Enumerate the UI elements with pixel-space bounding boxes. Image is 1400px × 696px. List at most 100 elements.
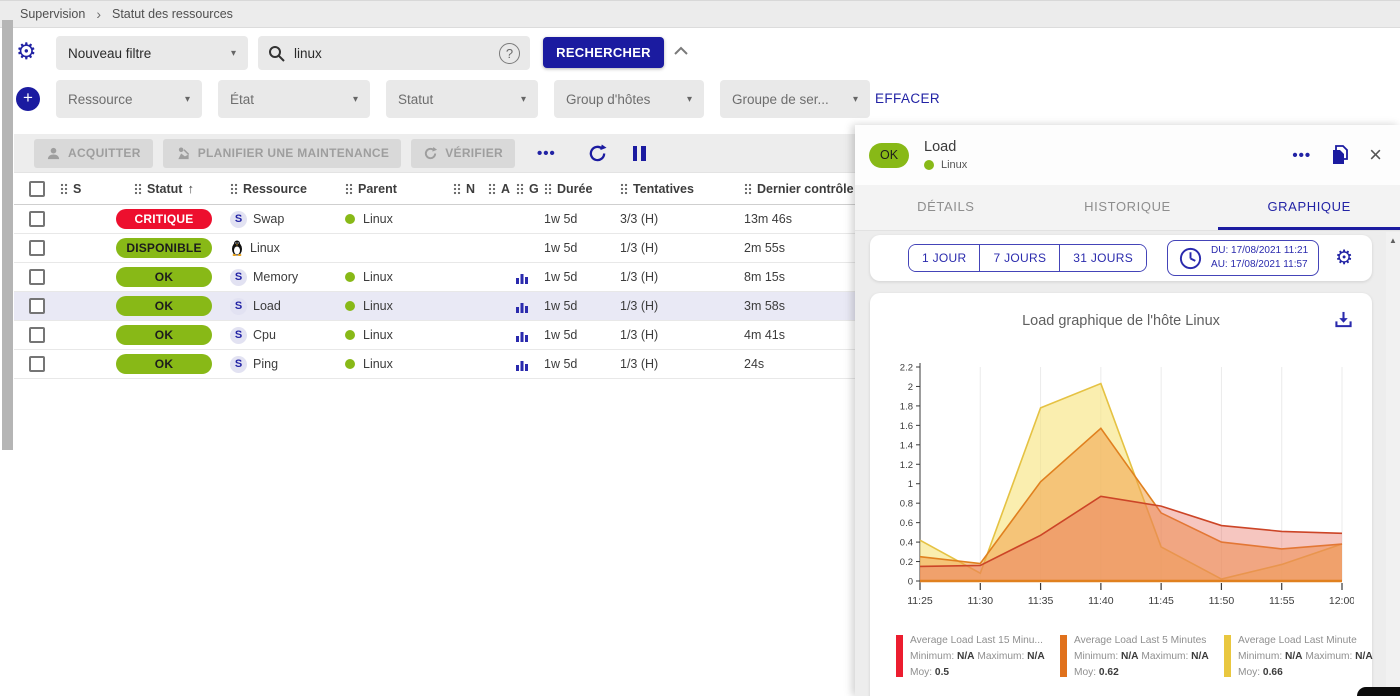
svg-text:11:35: 11:35 xyxy=(1028,595,1054,607)
column-header-parent[interactable]: Parent xyxy=(335,182,447,196)
criteria-select-3[interactable]: Group d'hôtes ▾ xyxy=(554,80,704,118)
resource-name[interactable]: Linux xyxy=(250,241,280,255)
refresh-icon[interactable] xyxy=(588,143,607,163)
parent-name[interactable]: Linux xyxy=(363,299,393,313)
parent-name[interactable]: Linux xyxy=(363,270,393,284)
resource-details-panel: OK Load Linux ••• × DÉTAILS HISTORI xyxy=(855,125,1400,696)
column-header-g[interactable]: G xyxy=(510,182,538,196)
graph-settings-gear-icon[interactable]: ⚙ xyxy=(1335,247,1354,269)
search-box[interactable]: ? xyxy=(258,36,530,70)
legend-item-0[interactable]: Average Load Last 15 Minu... Minimum: N/A… xyxy=(896,633,1054,680)
search-button[interactable]: RECHERCHER xyxy=(543,37,664,68)
panel-scrollbar[interactable]: ▲ xyxy=(1386,232,1400,696)
parent-name[interactable]: Linux xyxy=(363,328,393,342)
chart-legend: Average Load Last 15 Minu... Minimum: N/A… xyxy=(896,633,1382,680)
resource-name[interactable]: Memory xyxy=(253,270,299,284)
last-check-value: 2m 55s xyxy=(744,241,785,255)
select-all-checkbox[interactable] xyxy=(14,180,54,197)
sort-asc-icon: ↑ xyxy=(187,181,194,196)
column-header-ressource[interactable]: Ressource xyxy=(220,182,335,196)
tries-value: 1/3 (H) xyxy=(620,299,659,313)
table-row-cpu[interactable]: OK S Cpu Linux 1w 5d 1/3 (H) 4m 41s xyxy=(14,321,855,350)
tab-détails[interactable]: DÉTAILS xyxy=(917,198,975,214)
row-checkbox[interactable] xyxy=(29,327,45,343)
time-range-button-1-jour[interactable]: 1 JOUR xyxy=(909,245,980,271)
scroll-up-arrow-icon[interactable]: ▲ xyxy=(1389,236,1397,245)
row-checkbox[interactable] xyxy=(29,298,45,314)
duration-value: 1w 5d xyxy=(544,299,578,313)
criteria-select-1[interactable]: État ▾ xyxy=(218,80,370,118)
acknowledge-button[interactable]: ACQUITTER xyxy=(34,138,153,168)
svg-text:1.4: 1.4 xyxy=(900,440,913,451)
copy-link-icon[interactable] xyxy=(1331,145,1349,165)
breadcrumb-item-supervision[interactable]: Supervision xyxy=(20,7,86,21)
load-area-chart[interactable]: 0 0.2 0.4 0.6 0.8 1 1.2 1.4 1.6 1.8 2 2.2 11:25 11:30… xyxy=(884,359,1354,611)
resource-name[interactable]: Swap xyxy=(253,212,285,226)
duration-value: 1w 5d xyxy=(544,212,578,226)
parent-name[interactable]: Linux xyxy=(363,212,393,226)
column-header-statut[interactable]: Statut ↑ xyxy=(102,181,220,196)
drag-handle-icon[interactable] xyxy=(453,182,461,195)
row-checkbox[interactable] xyxy=(29,211,45,227)
drag-handle-icon[interactable] xyxy=(345,182,353,195)
drag-handle-icon[interactable] xyxy=(620,182,628,195)
row-checkbox[interactable] xyxy=(29,269,45,285)
legend-item-1[interactable]: Average Load Last 5 Minutes Minimum: N/A … xyxy=(1060,633,1218,680)
criteria-select-0[interactable]: Ressource ▾ xyxy=(56,80,202,118)
svg-text:11:40: 11:40 xyxy=(1088,595,1114,607)
drag-handle-icon[interactable] xyxy=(230,182,238,195)
drag-handle-icon[interactable] xyxy=(544,182,552,195)
column-header-tentatives[interactable]: Tentatives xyxy=(614,182,738,196)
resource-name[interactable]: Cpu xyxy=(253,328,276,342)
search-input[interactable] xyxy=(294,45,490,61)
custom-time-period-button[interactable]: DU: 17/08/2021 11:21 AU: 17/08/2021 11:5… xyxy=(1167,240,1320,276)
time-range-button-7-jours[interactable]: 7 JOURS xyxy=(979,245,1060,271)
host-status-dot xyxy=(924,160,934,170)
clear-filters-button[interactable]: EFFACER xyxy=(875,91,941,106)
more-actions-icon[interactable]: ••• xyxy=(536,144,556,162)
panel-more-actions-icon[interactable]: ••• xyxy=(1292,146,1312,164)
column-header-s[interactable]: S xyxy=(54,182,102,196)
time-range-button-31-jours[interactable]: 31 JOURS xyxy=(1059,245,1147,271)
search-help-icon[interactable]: ? xyxy=(499,42,520,64)
drag-handle-icon[interactable] xyxy=(744,182,752,195)
scrollbar-thumb[interactable] xyxy=(1,20,13,450)
tab-historique[interactable]: HISTORIQUE xyxy=(1084,198,1171,214)
drag-handle-icon[interactable] xyxy=(60,182,68,195)
check-button[interactable]: VÉRIFIER xyxy=(411,138,515,168)
add-criteria-button[interactable]: + xyxy=(16,87,40,111)
table-row-ping[interactable]: OK S Ping Linux 1w 5d 1/3 (H) 24s xyxy=(14,350,855,379)
column-header-n[interactable]: N xyxy=(447,182,482,196)
table-row-load[interactable]: OK S Load Linux 1w 5d 1/3 (H) 3m 58s xyxy=(14,292,855,321)
table-row-memory[interactable]: OK S Memory Linux 1w 5d 1/3 (H) 8m 15s xyxy=(14,263,855,292)
close-panel-icon[interactable]: × xyxy=(1369,142,1382,167)
criteria-select-2[interactable]: Statut ▾ xyxy=(386,80,538,118)
breadcrumb-item-resource-status[interactable]: Statut des ressources xyxy=(112,7,233,21)
drag-handle-icon[interactable] xyxy=(488,182,496,195)
drag-handle-icon[interactable] xyxy=(516,182,524,195)
tab-graphique[interactable]: GRAPHIQUE xyxy=(1218,185,1400,230)
resource-name[interactable]: Ping xyxy=(253,357,279,371)
column-header-a[interactable]: A xyxy=(482,182,510,196)
set-downtime-button[interactable]: PLANIFIER UNE MAINTENANCE xyxy=(162,138,402,168)
legend-item-2[interactable]: Average Load Last Minute Minimum: N/A Max… xyxy=(1224,633,1382,680)
column-header-dernier-contr-le[interactable]: Dernier contrôle xyxy=(738,182,855,196)
row-checkbox[interactable] xyxy=(29,356,45,372)
table-row-swap[interactable]: CRITIQUE S Swap Linux 1w 5d 3/3 (H) 13m 46s xyxy=(14,205,855,234)
resource-name[interactable]: Load xyxy=(253,299,281,313)
column-header-dur-e[interactable]: Durée xyxy=(538,182,614,196)
drag-handle-icon[interactable] xyxy=(134,182,143,195)
saved-filter-select[interactable]: Nouveau filtre ▾ xyxy=(56,36,248,70)
pause-icon[interactable] xyxy=(632,145,646,161)
export-graph-icon[interactable] xyxy=(1335,311,1352,328)
collapse-filters-chevron-up-icon[interactable] xyxy=(674,46,688,55)
table-row-linux[interactable]: DISPONIBLE Linux 1w 5d 1/3 (H) 2m 55s xyxy=(14,234,855,263)
tries-value: 1/3 (H) xyxy=(620,270,659,284)
table-toolbar: ACQUITTER PLANIFIER UNE MAINTENANCE VÉRI… xyxy=(14,134,855,172)
filter-settings-gear-icon[interactable]: ⚙ xyxy=(16,38,37,64)
row-checkbox[interactable] xyxy=(29,240,45,256)
criteria-select-4[interactable]: Groupe de ser... ▾ xyxy=(720,80,870,118)
parent-name[interactable]: Linux xyxy=(363,357,393,371)
tries-value: 1/3 (H) xyxy=(620,241,659,255)
graph-card: Load graphique de l'hôte Linux 0 0.2 0.4 0.… xyxy=(870,293,1373,696)
